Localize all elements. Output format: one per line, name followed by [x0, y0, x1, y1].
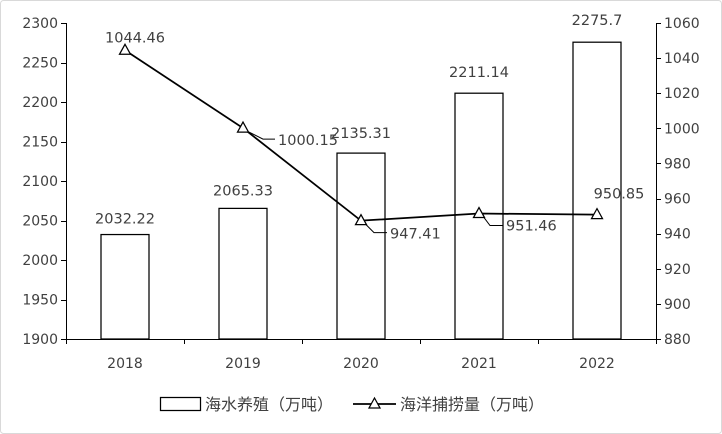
line-data-label: 951.46: [506, 219, 557, 235]
x-tick-label: 2021: [461, 356, 497, 372]
triangle-marker: [590, 207, 604, 220]
bar: [336, 152, 386, 340]
label-leader-line: [483, 217, 503, 227]
right-y-tick-label: 980: [664, 156, 691, 172]
left-y-tick-label: 1900: [22, 332, 58, 348]
legend-triangle-marker-icon: [367, 396, 382, 409]
legend-item-aquaculture: 海水养殖（万吨）: [159, 395, 333, 414]
right-y-tick-label: 920: [664, 262, 691, 278]
legend-swatch-bar: [159, 396, 202, 412]
legend: 海水养殖（万吨） 海洋捕捞量（万吨）: [159, 395, 544, 414]
right-y-tick-label: 900: [664, 297, 691, 313]
line-data-label: 1044.46: [105, 30, 165, 46]
triangle-marker: [354, 213, 368, 226]
label-leader-line: [365, 224, 387, 234]
triangle-marker: [118, 42, 132, 55]
left-y-tick-label: 2250: [22, 56, 58, 72]
right-y-tick-label: 1000: [664, 121, 700, 137]
right-y-tick-label: 960: [664, 192, 691, 208]
bar: [218, 207, 268, 340]
triangle-marker: [236, 120, 250, 133]
bar-data-label: 2135.31: [331, 126, 391, 142]
bar: [572, 41, 622, 340]
line-series-group: 1044.46 1000.15 947.41 951.46 950.85: [105, 30, 644, 242]
right-y-tick-label: 1020: [664, 86, 700, 102]
triangle-marker: [472, 206, 486, 219]
x-tick-label: 2018: [107, 356, 143, 372]
legend-label-fishing: 海洋捕捞量（万吨）: [400, 395, 544, 414]
bar-data-label: 2275.7: [572, 13, 623, 29]
axes: 1900 1950 2000 2050 2100 2150 2200 2250 2300 880 9…: [22, 16, 699, 372]
left-y-tick-label: 2200: [22, 95, 58, 111]
left-y-tick-label: 1950: [22, 293, 58, 309]
bar-series: 2032.22 2065.33 2135.31 2211.14 2275.7: [95, 13, 623, 340]
right-y-tick-label: 880: [664, 332, 691, 348]
bar-data-label: 2211.14: [449, 65, 509, 81]
left-y-tick-label: 2100: [22, 174, 58, 190]
bar-data-label: 2032.22: [95, 212, 155, 228]
legend-item-fishing: 海洋捕捞量（万吨）: [353, 395, 544, 414]
right-y-tick-label: 1060: [664, 16, 700, 32]
line-data-label: 1000.15: [278, 133, 338, 149]
bar-data-label: 2065.33: [213, 183, 273, 199]
right-y-tick-label: 940: [664, 227, 691, 243]
line-data-label: 947.41: [390, 227, 441, 243]
x-tick-label: 2019: [225, 356, 261, 372]
left-y-tick-label: 2300: [22, 16, 58, 32]
x-tick-label: 2022: [579, 356, 615, 372]
line-data-label: 950.85: [594, 187, 645, 203]
right-y-tick-label: 1040: [664, 51, 700, 67]
label-leader-line: [248, 131, 275, 140]
plot-area: 1900 1950 2000 2050 2100 2150 2200 2250 2300 880 9…: [22, 13, 699, 372]
left-y-tick-label: 2150: [22, 135, 58, 151]
bar: [100, 233, 150, 340]
left-y-tick-label: 2000: [22, 253, 58, 269]
left-y-tick-label: 2050: [22, 214, 58, 230]
legend-label-aquaculture: 海水养殖（万吨）: [205, 395, 333, 414]
x-tick-label: 2020: [343, 356, 379, 372]
